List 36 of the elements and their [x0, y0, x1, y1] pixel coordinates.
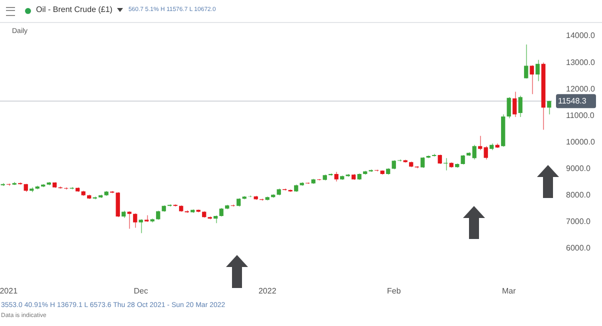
y-tick-label: 7000.0	[566, 217, 592, 226]
candlestick	[156, 210, 160, 220]
x-tick-label: Feb	[386, 286, 402, 296]
candlestick	[547, 100, 552, 115]
candlestick	[438, 154, 442, 164]
y-tick-label: 14000.0	[566, 31, 596, 40]
candlestick	[518, 95, 522, 118]
x-tick-label: Mar	[502, 286, 516, 296]
y-tick-label: 8000.0	[566, 190, 592, 200]
x-tick-label: Dec	[134, 286, 148, 296]
candlestick	[127, 210, 132, 230]
y-tick-label: 11000.0	[566, 110, 595, 120]
candlestick	[472, 144, 476, 160]
candlestick	[138, 218, 143, 234]
ref-line-label: 11548.3	[558, 96, 587, 106]
candlestick	[506, 96, 511, 119]
y-tick-label: 10000.0	[566, 137, 596, 146]
candlestick	[478, 135, 482, 151]
candlestick	[116, 192, 120, 218]
candlestick	[536, 59, 540, 82]
candlestick	[484, 146, 488, 160]
x-tick-label: 2022	[258, 286, 277, 296]
candlestick	[392, 160, 396, 170]
y-tick-label: 9000.0	[566, 164, 592, 173]
candlestick	[420, 156, 425, 168]
y-tick-label: 13000.0	[566, 58, 596, 67]
candlestick	[530, 64, 534, 95]
candlestick	[133, 212, 138, 228]
candlestick	[512, 91, 517, 118]
x-tick-label: 2021	[0, 286, 18, 296]
chart-title: Oil - Brent Crude (£1)	[36, 5, 112, 14]
candlestick	[334, 171, 338, 182]
candlestick	[524, 44, 528, 79]
candlestick	[460, 154, 465, 165]
y-tick-label: 12000.0	[566, 84, 596, 94]
y-tick-label: 6000.0	[566, 244, 592, 253]
